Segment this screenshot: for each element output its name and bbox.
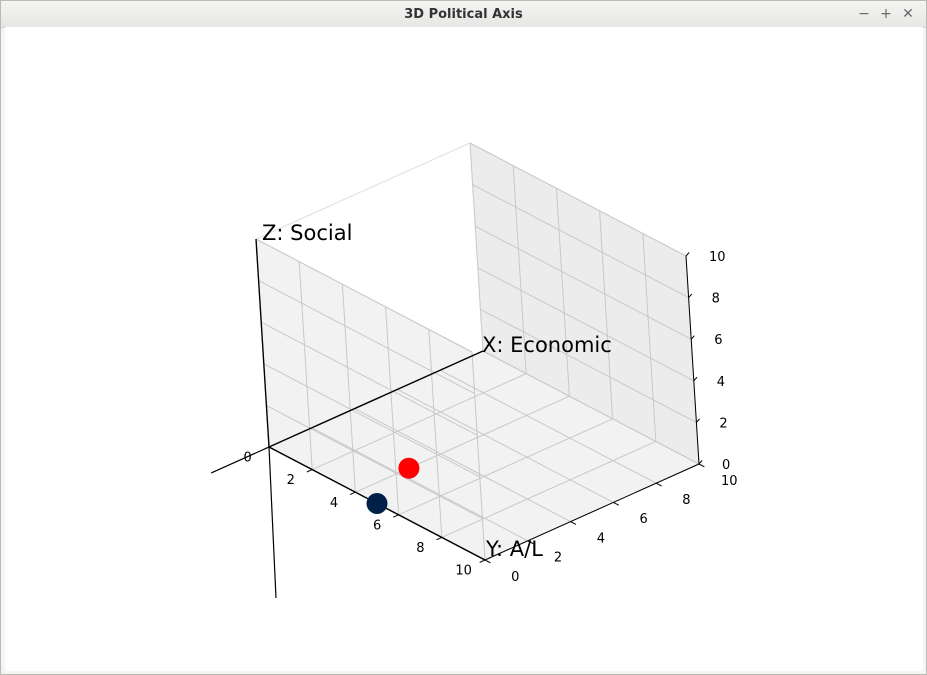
gridline [428, 329, 443, 538]
gridline [260, 321, 478, 436]
gridline [480, 308, 697, 423]
gridline [482, 350, 700, 465]
gridline [258, 280, 475, 395]
x-tick [570, 521, 577, 525]
gridline [266, 404, 483, 519]
gridline [599, 210, 614, 419]
z-axis-title: Z: Social [262, 221, 352, 245]
window-title: 3D Political Axis [404, 7, 523, 22]
gridline [255, 238, 473, 353]
y-tick-label: 2 [287, 473, 295, 488]
gridline [341, 284, 356, 493]
plot-canvas[interactable]: 0 2 4 6 8 10 0 2 4 6 8 10 0 2 4 6 8 10 X: Economic Y: A/L Z:… [5, 27, 923, 671]
x-reference-extension [210, 446, 270, 474]
z-tick [693, 376, 698, 382]
gridline [472, 184, 689, 299]
gridline [474, 225, 692, 340]
data-point-2 [398, 457, 420, 479]
x-axis-title: X: Economic [482, 333, 612, 357]
gridline [298, 261, 313, 470]
y-tick-label: 0 [243, 451, 251, 466]
z-tick [698, 460, 703, 465]
gridline [263, 363, 481, 478]
z-tick [688, 293, 693, 298]
pane-edge [255, 142, 471, 240]
y-axis-title: Y: A/L [485, 537, 543, 561]
x-tick-label: 8 [682, 493, 690, 508]
y-tick [306, 469, 313, 473]
gridline [555, 188, 570, 397]
gridline [441, 440, 657, 538]
left-wall-pane [256, 239, 485, 560]
x-tick [484, 559, 491, 564]
z-axis-line [685, 255, 700, 465]
gridline [354, 408, 571, 523]
gridline [512, 165, 527, 374]
y-tick [436, 536, 443, 541]
gridline [642, 233, 657, 442]
gridline [471, 351, 486, 561]
right-wall-pane [470, 143, 699, 464]
x-tick-label: 0 [511, 570, 519, 585]
y-tick-label: 10 [455, 564, 472, 579]
y-tick-label: 8 [416, 541, 424, 556]
x-tick [613, 501, 620, 506]
z-tick [690, 335, 695, 340]
x-tick [655, 482, 662, 487]
x-axis-line [484, 463, 700, 561]
z-tick [696, 418, 700, 423]
minimize-button[interactable]: − [858, 6, 870, 22]
y-tick [393, 514, 399, 518]
y-tick-label: 6 [373, 518, 381, 533]
x-reference-line [268, 350, 484, 448]
z-tick-label: 2 [719, 416, 727, 431]
z-tick-label: 4 [717, 375, 725, 390]
x-tick [527, 540, 534, 545]
x-tick [698, 463, 705, 468]
gridline [385, 306, 400, 515]
maximize-button[interactable]: + [880, 6, 892, 22]
gridline [355, 395, 570, 493]
z-tick-label: 6 [714, 333, 722, 348]
gridline [469, 142, 687, 257]
x-tick-label: 6 [639, 512, 647, 527]
y-tick [349, 491, 356, 496]
y-tick-label: 4 [330, 496, 338, 511]
close-button[interactable]: ✕ [902, 6, 914, 22]
x-tick-label: 2 [554, 551, 562, 566]
title-bar[interactable]: 3D Political Axis − + ✕ [1, 1, 926, 28]
z-tick-label: 8 [712, 292, 720, 307]
gridline [311, 427, 529, 542]
gridline [477, 267, 695, 382]
z-tick [685, 252, 690, 257]
z-tick-label: 10 [709, 250, 726, 265]
gridline [469, 142, 484, 352]
y-tick [479, 559, 486, 563]
x-tick-label: 10 [721, 474, 738, 489]
z-reference-line [255, 238, 270, 448]
gridline [398, 418, 613, 516]
gridline [311, 373, 527, 471]
gridline [439, 369, 657, 484]
x-tick-label: 4 [597, 531, 605, 546]
data-point-1 [366, 493, 388, 514]
z-reference-extension [268, 446, 277, 599]
z-tick-label: 0 [722, 458, 730, 473]
